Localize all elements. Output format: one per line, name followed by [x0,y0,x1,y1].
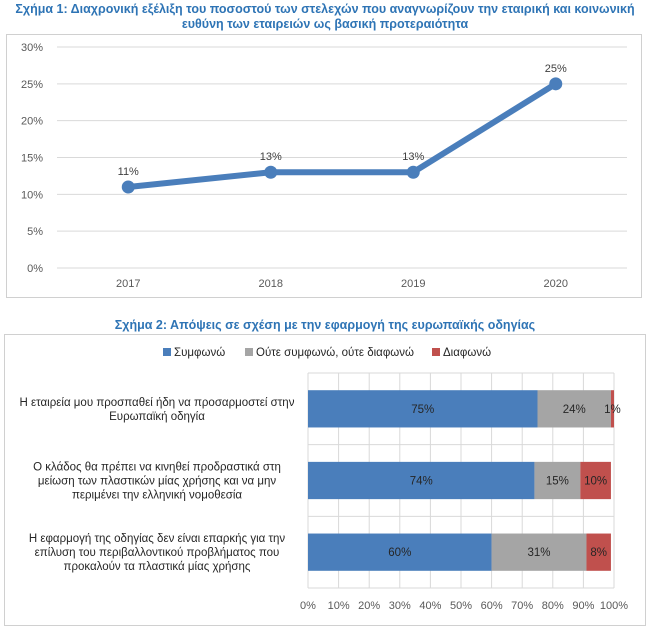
bar-segment [534,461,581,500]
x-tick-label: 70% [511,600,533,612]
data-label: 13% [402,151,424,163]
legend-label: Διαφωνώ [443,347,491,359]
bar-segment [537,390,611,428]
x-tick-label: 100% [600,600,628,612]
bar-label: 31% [528,547,551,559]
bar-label: 15% [546,476,569,488]
chart1-title-line1: Σχήμα 1: Διαχρονική εξέλιξη του ποσοστού… [15,2,635,16]
category-label: περιμένει την ελληνική νομοθεσία [72,490,242,502]
x-tick-label: 2020 [544,278,568,290]
data-point [549,77,563,91]
legend-swatch [245,348,253,356]
y-tick-label: 10% [21,189,43,201]
bar-chart: Συμφωνώ Ούτε συμφωνώ, ούτε διαφωνώ Διαφωνώ… [20,347,629,612]
category-label: Η εφαρμογή της οδηγίας δεν είναι επαρκής… [29,533,286,545]
data-label: 25% [545,63,567,75]
bar-segment [586,533,611,571]
category-label: μείωση των πλαστικών μίας χρήσης και να … [38,476,277,488]
data-point [264,165,278,179]
bar-segment [610,390,614,428]
legend-label: Ούτε συμφωνώ, ούτε διαφωνώ [256,347,414,359]
bar-label: 1% [604,404,621,416]
y-tick-label: 15% [21,153,43,165]
x-tick-label: 30% [389,600,411,612]
x-tick-label: 2017 [116,278,140,290]
y-tick-label: 5% [27,226,43,238]
legend-swatch [163,348,171,356]
bar-segment [580,461,611,500]
y-tick-label: 30% [21,42,43,54]
data-point [121,180,135,194]
x-tick-label: 2019 [401,278,425,290]
legend-swatch [432,348,440,356]
data-point [406,165,420,179]
chart2-title: Σχήμα 2: Απόψεις σε σχέση με την εφαρμογ… [114,318,536,332]
x-tick-label: 2018 [259,278,283,290]
bar-label: 10% [584,476,607,488]
x-tick-label: 80% [542,600,564,612]
x-tick-label: 20% [358,600,380,612]
line-chart-frame: 0% 5% 10% 15% 20% 25% 30% 2017 2018 2019 2020 11% 13… [6,34,642,298]
category-label: Ευρωπαϊκή οδηγία [109,411,205,423]
x-tick-label: 10% [328,600,350,612]
y-tick-label: 0% [27,263,43,275]
x-tick-label: 0% [300,600,316,612]
chart1-title: Σχήμα 1: Διαχρονική εξέλιξη του ποσοστού… [0,2,650,32]
bar-label: 8% [590,547,607,559]
x-tick-label: 50% [450,600,472,612]
y-tick-label: 25% [21,79,43,91]
bar-segment [308,461,535,500]
category-label: προκαλούν τα πλαστικά μίας χρήσης [64,561,251,573]
data-label: 13% [260,151,282,163]
legend-label: Συμφωνώ [174,347,225,359]
x-tick-label: 60% [481,600,503,612]
line-chart: 0% 5% 10% 15% 20% 25% 30% 2017 2018 2019 2020 11% 13… [21,42,627,290]
bar-label: 60% [388,547,411,559]
x-tick-label: 40% [419,600,441,612]
data-label: 11% [118,166,139,178]
chart1-title-line2: ευθύνη των εταιρειών ως βασική προτεραιό… [181,17,469,31]
bar-label: 24% [563,404,586,416]
bar-label: 75% [411,404,434,416]
series-line [127,81,558,190]
x-tick-label: 90% [572,600,594,612]
bar-label: 74% [410,476,433,488]
y-tick-label: 20% [21,116,43,128]
category-label: Ο κλάδος θα πρέπει να κινηθεί προδραστικ… [33,462,281,474]
bar-segment [308,533,492,571]
bar-chart-frame: Συμφωνώ Ούτε συμφωνώ, ούτε διαφωνώ Διαφωνώ… [4,334,646,626]
bar-segment [491,533,587,571]
bar-segment [308,390,538,428]
category-label: Η εταιρεία μου προσπαθεί ήδη να προσαρμο… [20,397,295,409]
category-label: επίλυση του περιβαλλοντικού προβλήματος … [35,547,280,559]
